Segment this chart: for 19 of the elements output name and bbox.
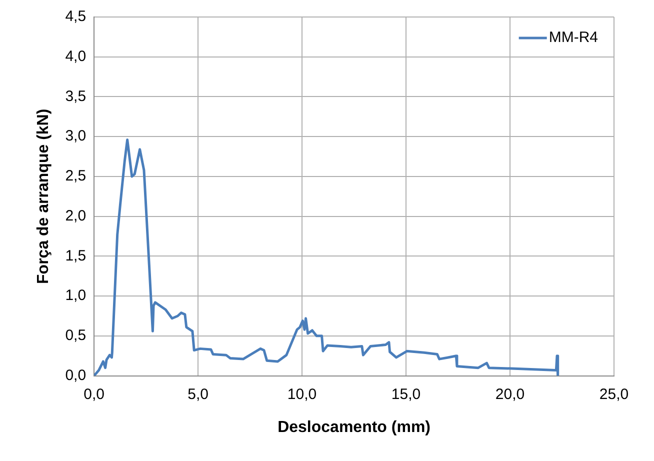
y-tick-label: 0,5 — [65, 327, 86, 344]
y-tick-label: 4,5 — [65, 8, 86, 26]
x-tick-label: 0,0 — [84, 386, 104, 403]
y-tick-label: 4,0 — [65, 48, 86, 66]
legend-label: MM-R4 — [548, 29, 598, 46]
y-tick-label: 3,5 — [65, 88, 86, 105]
x-axis-title: Deslocamento (mm) — [278, 418, 430, 436]
y-tick-label: 2,0 — [65, 207, 86, 224]
y-tick-label: 2,5 — [65, 168, 86, 185]
y-axis-title: Força de arranque (kN) — [35, 108, 52, 284]
x-tick-label: 20,0 — [495, 386, 525, 403]
y-tick-label: 1,0 — [65, 287, 86, 304]
y-tick-label: 1,5 — [65, 247, 86, 264]
x-tick-label: 25,0 — [599, 386, 629, 403]
x-tick-label: 10,0 — [287, 386, 317, 403]
x-tick-label: 5,0 — [188, 386, 208, 403]
y-tick-label: 0,0 — [65, 366, 86, 384]
x-tick-label: 15,0 — [391, 386, 421, 403]
y-tick-label: 3,0 — [65, 128, 86, 145]
